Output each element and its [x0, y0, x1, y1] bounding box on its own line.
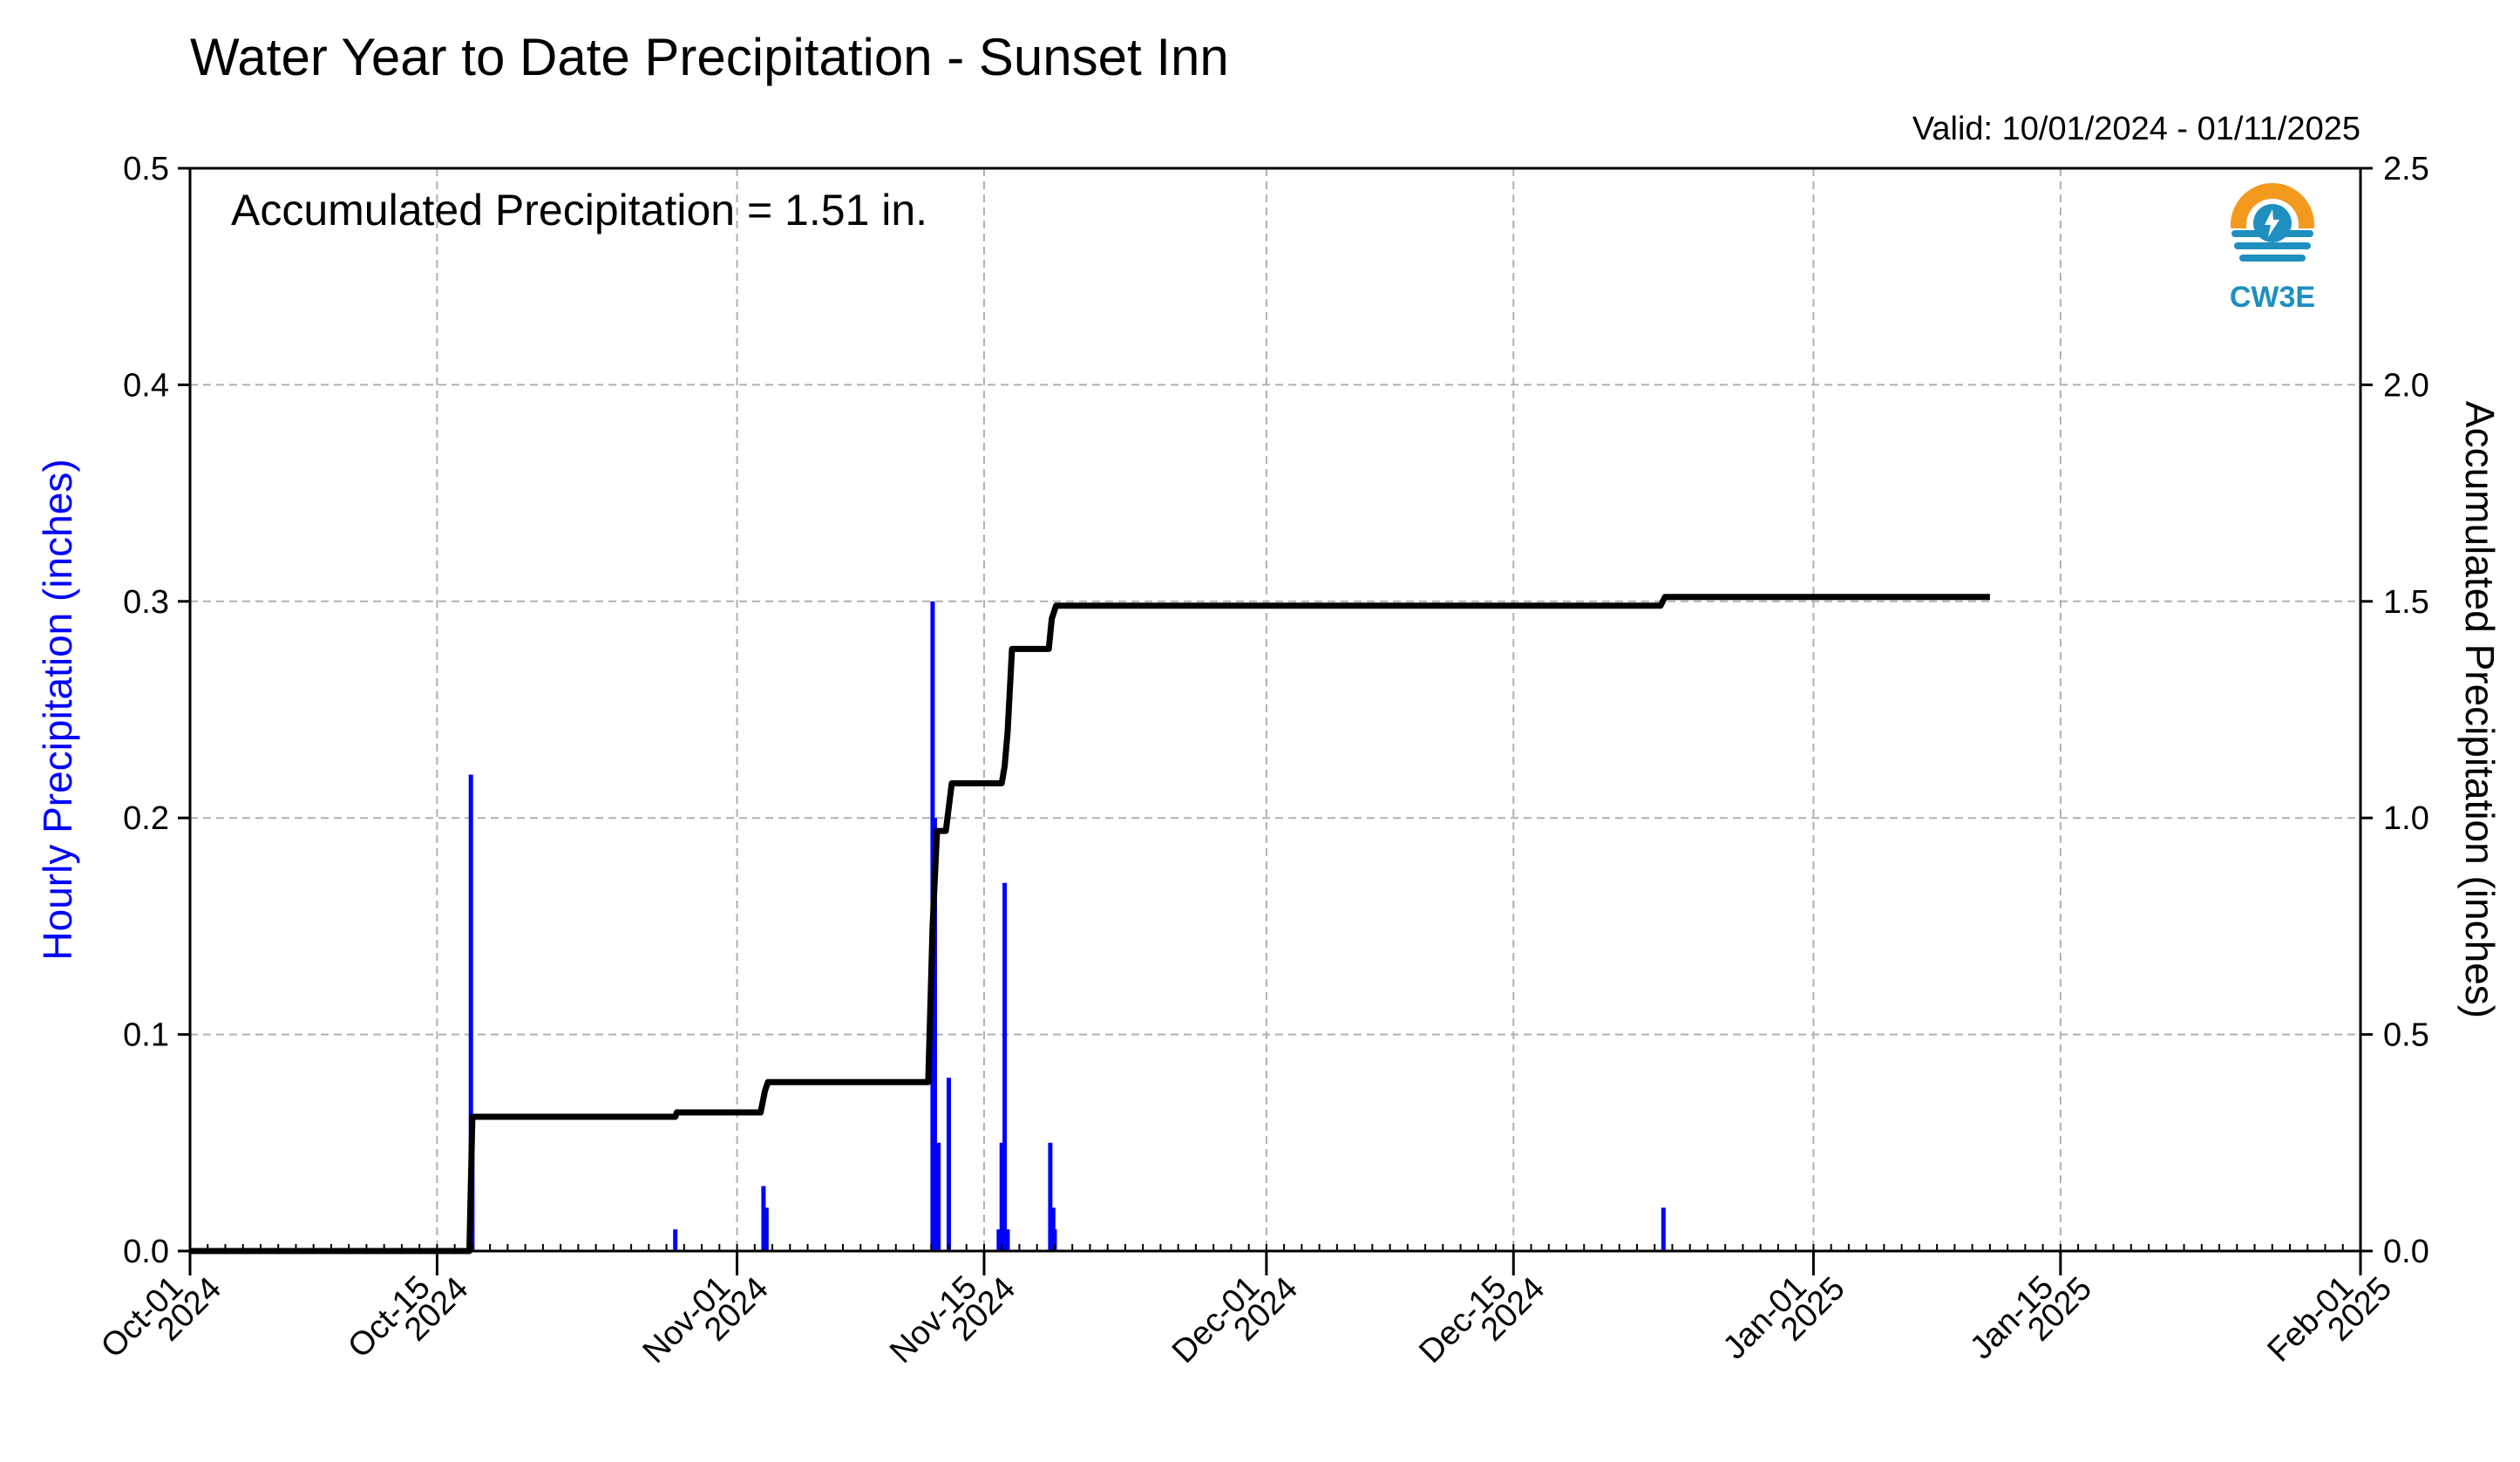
hourly-precip-bars [468, 601, 1666, 1251]
hourly-precip-bar [1005, 1229, 1010, 1251]
accumulated-precip-line [190, 594, 1990, 1255]
axis-ticks [178, 167, 2373, 1275]
valid-date-label: Valid: 10/01/2024 - 01/11/2025 [1912, 111, 2360, 147]
hourly-precip-bar [468, 774, 473, 1251]
hourly-precip-bar [1661, 1207, 1666, 1251]
grid-lines [190, 168, 2360, 1251]
plot-frame [188, 167, 2362, 1253]
hourly-precip-bar [764, 1207, 769, 1251]
hourly-precip-bar [999, 1142, 1004, 1251]
logo-text: CW3E [2230, 281, 2315, 314]
accumulated-annotation: Accumulated Precipitation = 1.51 in. [231, 186, 927, 235]
chart-title: Water Year to Date Precipitation - Sunse… [190, 28, 1229, 86]
hourly-precip-bar [936, 1142, 941, 1251]
hourly-precip-bar [946, 1078, 951, 1251]
y-left-tick-label: 0.3 [123, 584, 169, 621]
y-right-tick-labels: 0.0 0.5 1.0 1.5 2.0 2.5 [2383, 151, 2429, 1270]
hourly-precip-bar [1050, 1207, 1056, 1251]
y-right-axis-title: Accumulated Precipitation (inches) [2457, 401, 2503, 1018]
y-left-tick-labels: 0.0 0.1 0.2 0.3 0.4 0.5 [123, 151, 169, 1270]
y-left-tick-label: 0.2 [123, 800, 169, 837]
y-right-tick-label: 1.5 [2383, 584, 2429, 621]
hourly-precip-bar [1048, 1142, 1053, 1251]
accumulated-precip-line-layer [190, 594, 1990, 1255]
hourly-precip-bar [1002, 882, 1008, 1251]
y-left-tick-label: 0.0 [123, 1234, 169, 1270]
y-left-tick-label: 0.5 [123, 151, 169, 187]
y-right-tick-label: 2.5 [2383, 151, 2429, 187]
y-right-tick-label: 1.0 [2383, 800, 2429, 837]
y-left-tick-label: 0.1 [123, 1017, 169, 1054]
hourly-precip-bar [1052, 1229, 1057, 1251]
hourly-precip-bar [761, 1186, 766, 1251]
y-right-tick-label: 0.5 [2383, 1017, 2429, 1054]
cw3e-logo: CW3E [2227, 183, 2318, 314]
hourly-precip-bar [932, 818, 937, 1251]
y-right-tick-label: 0.0 [2383, 1234, 2429, 1270]
y-left-axis-title: Hourly Precipitation (inches) [35, 459, 80, 960]
y-right-tick-label: 2.0 [2383, 367, 2429, 404]
hourly-precip-bar [996, 1229, 1002, 1251]
hourly-precip-bar [673, 1229, 678, 1251]
y-left-tick-label: 0.4 [123, 367, 169, 404]
